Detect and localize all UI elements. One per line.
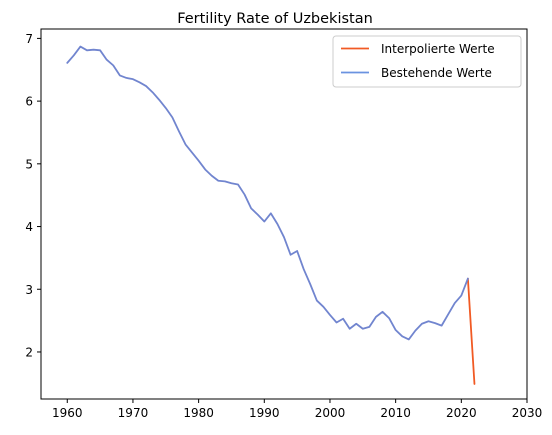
x-tick-label: 2020 bbox=[446, 406, 477, 420]
legend-label-existing: Bestehende Werte bbox=[381, 66, 492, 80]
x-tick-label: 2030 bbox=[512, 406, 543, 420]
chart-title: Fertility Rate of Uzbekistan bbox=[177, 11, 373, 27]
y-tick-label: 3 bbox=[25, 283, 33, 297]
x-tick-label: 2010 bbox=[380, 406, 411, 420]
plot-frame bbox=[40, 28, 528, 400]
x-tick-label: 2000 bbox=[315, 406, 346, 420]
y-tick-label: 5 bbox=[25, 157, 33, 171]
y-tick-label: 4 bbox=[25, 220, 33, 234]
series-layer bbox=[66, 45, 476, 385]
series-line-existing bbox=[66, 45, 469, 341]
x-tick-label: 1990 bbox=[249, 406, 280, 420]
plot-area bbox=[40, 28, 528, 400]
x-tick-label: 1980 bbox=[183, 406, 214, 420]
x-tick-label: 1960 bbox=[52, 406, 83, 420]
series-line-interpolated bbox=[466, 277, 476, 385]
legend: Interpolierte Werte Bestehende Werte bbox=[332, 35, 522, 88]
x-tick-label: 1970 bbox=[118, 406, 149, 420]
x-axis: 1960 1970 1980 1990 2000 2010 2020 2030 bbox=[52, 399, 542, 420]
y-tick-label: 2 bbox=[25, 345, 33, 359]
legend-box bbox=[332, 35, 522, 88]
y-tick-label: 6 bbox=[25, 95, 33, 109]
y-axis: 2 3 4 5 6 7 bbox=[25, 32, 41, 359]
legend-label-interpolated: Interpolierte Werte bbox=[381, 42, 495, 56]
y-tick-label: 7 bbox=[25, 32, 33, 46]
